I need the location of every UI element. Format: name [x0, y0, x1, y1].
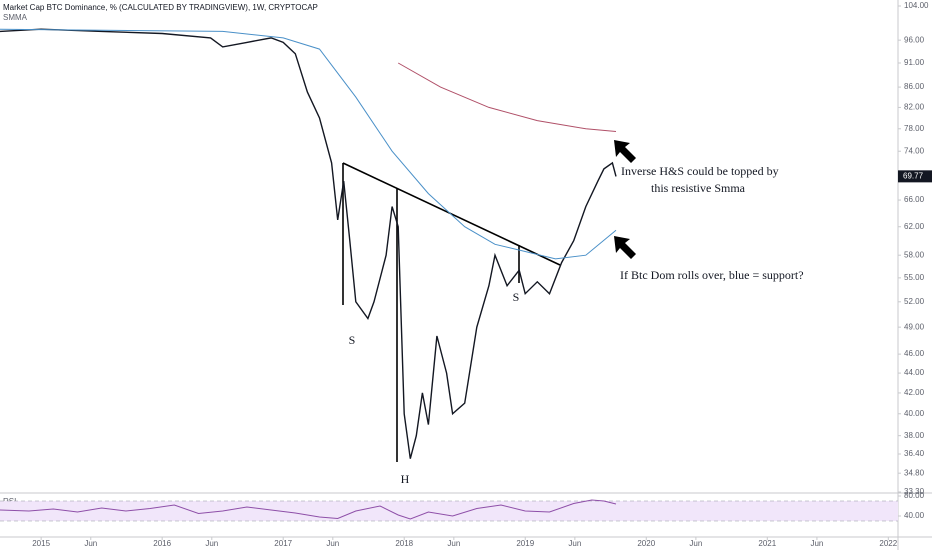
y-tick-label: 58.00 — [904, 250, 925, 259]
annotation: this resistive Smma — [651, 181, 746, 195]
y-tick-label: 40.00 — [904, 409, 925, 418]
y-tick-label: 104.00 — [904, 1, 929, 10]
y-tick-label: 46.00 — [904, 349, 925, 358]
series-line — [0, 28, 617, 459]
x-tick-label: 2020 — [637, 539, 655, 548]
y-tick-label: 42.00 — [904, 388, 925, 397]
y-tick-label: 96.00 — [904, 35, 925, 44]
series-line — [0, 499, 617, 520]
y-tick-label: 44.00 — [904, 368, 925, 377]
annotation: S — [513, 290, 520, 304]
y-tick-label: 78.00 — [904, 124, 925, 133]
x-tick-label: Jun — [689, 539, 702, 548]
y-tick-label: 49.00 — [904, 322, 925, 331]
x-tick-label: Jun — [568, 539, 581, 548]
y-tick-label: 36.40 — [904, 449, 925, 458]
annotation: S — [349, 333, 356, 347]
x-tick-label: Jun — [326, 539, 339, 548]
y-tick-label: 34.80 — [904, 468, 925, 477]
x-tick-label: 2016 — [153, 539, 171, 548]
x-tick-label: 2018 — [395, 539, 413, 548]
x-tick-label: Jun — [84, 539, 97, 548]
annotation: H — [401, 472, 410, 486]
y-tick-label: 86.00 — [904, 82, 925, 91]
series-line — [397, 62, 617, 132]
y-tick-label: 52.00 — [904, 297, 925, 306]
series-line — [0, 28, 617, 260]
y-tick-label: 91.00 — [904, 58, 925, 67]
y-tick-label: 40.00 — [904, 511, 925, 520]
y-tick-label: 80.00 — [904, 491, 925, 500]
last-value-label: 69.77 — [903, 171, 924, 180]
y-tick-label: 62.00 — [904, 222, 925, 231]
x-tick-label: 2019 — [516, 539, 534, 548]
x-tick-label: 2015 — [32, 539, 50, 548]
x-tick-label: Jun — [205, 539, 218, 548]
y-tick-label: 55.00 — [904, 273, 925, 282]
arrow — [614, 140, 636, 163]
arrow — [614, 236, 636, 259]
y-tick-label: 33.30 — [904, 487, 925, 496]
x-tick-label: Jun — [810, 539, 823, 548]
y-tick-label: 82.00 — [904, 103, 925, 112]
x-tick-label: 2022 — [879, 539, 897, 548]
y-tick-label: 38.00 — [904, 431, 925, 440]
annotation: Inverse H&S could be topped by — [621, 164, 779, 178]
last-value-box — [898, 170, 932, 183]
chart-title: Market Cap BTC Dominance, % (CALCULATED … — [3, 3, 318, 12]
rsi-band — [0, 501, 898, 521]
legend-entry: SMMA — [3, 13, 28, 22]
annotation: If Btc Dom rolls over, blue = support? — [620, 268, 804, 282]
x-tick-label: 2021 — [758, 539, 776, 548]
y-tick-label: 74.00 — [904, 146, 925, 155]
x-tick-label: Jun — [447, 539, 460, 548]
x-tick-label: 2017 — [274, 539, 292, 548]
y-tick-label: 66.00 — [904, 195, 925, 204]
